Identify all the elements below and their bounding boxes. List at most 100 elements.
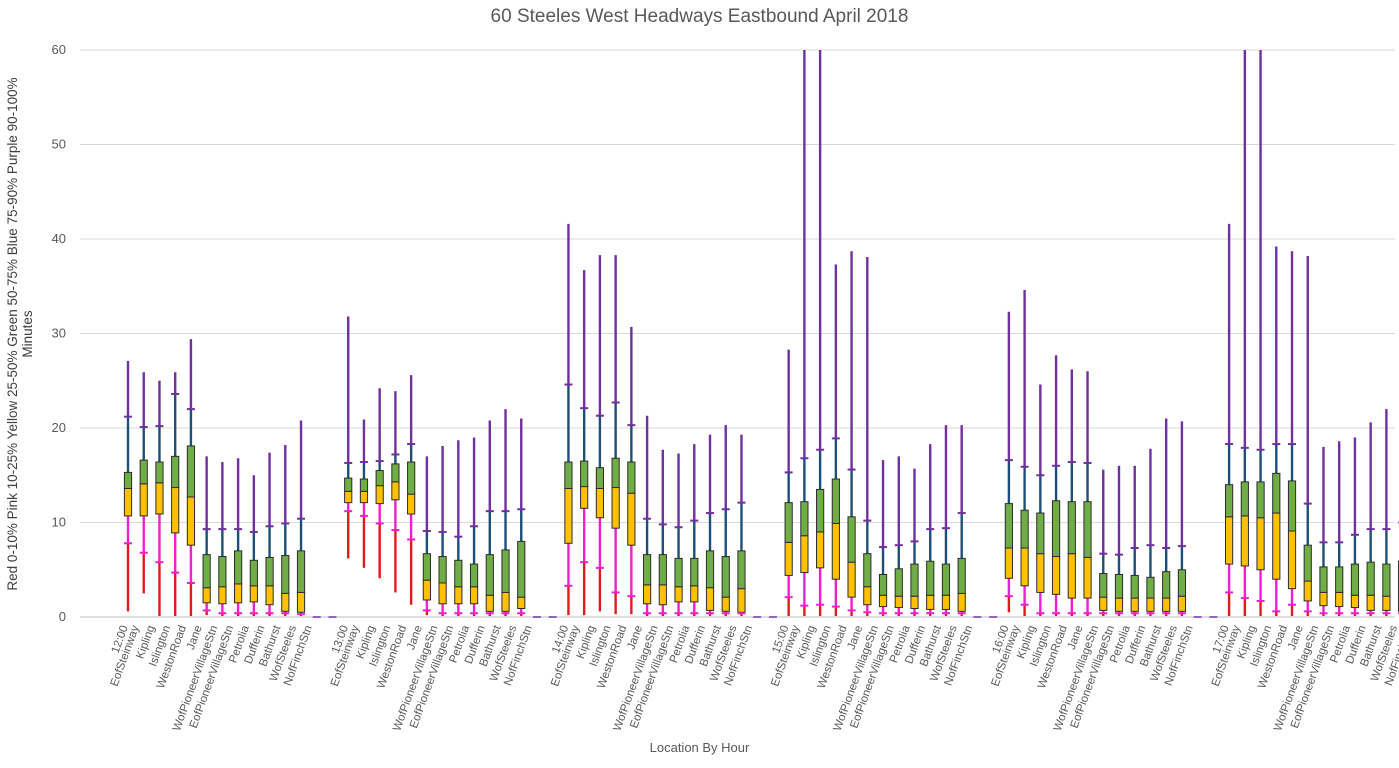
box-p25-p50 (438, 582, 447, 605)
y-tick-label: 0 (59, 609, 66, 624)
box-p50-p75 (1272, 472, 1281, 514)
box-p50-p75 (595, 467, 604, 489)
box-p25-p50 (202, 587, 211, 604)
box-p25-p50 (296, 591, 306, 613)
y-tick-label: 30 (52, 326, 66, 341)
box-p25-p50 (580, 486, 589, 509)
box-p50-p75 (281, 555, 290, 594)
box-p25-p50 (894, 595, 903, 609)
box-p50-p75 (1020, 509, 1029, 549)
box-p50-p75 (1036, 512, 1045, 555)
box-p25-p50 (878, 594, 888, 608)
box-p50-p75 (454, 559, 463, 588)
box-p25-p50 (1335, 591, 1344, 608)
box-p25-p50 (1051, 556, 1061, 595)
box-p50-p75 (407, 461, 416, 495)
y-tick-label: 40 (52, 231, 66, 246)
box-p50-p75 (1366, 561, 1375, 596)
box-p50-p75 (359, 478, 369, 492)
box-marks (123, 50, 1399, 618)
box-p50-p75 (721, 556, 730, 598)
box-p50-p75 (1240, 481, 1249, 517)
box-p50-p75 (1067, 501, 1076, 555)
box-p25-p50 (784, 541, 793, 576)
box-p50-p75 (1004, 503, 1013, 549)
box-p25-p50 (501, 591, 510, 612)
box-p50-p75 (1335, 566, 1344, 593)
box-p50-p75 (831, 478, 840, 524)
box-p50-p75 (375, 470, 384, 487)
box-p25-p50 (595, 487, 604, 519)
box-p25-p50 (1240, 515, 1249, 567)
box-p50-p75 (344, 477, 353, 492)
box-p50-p75 (564, 461, 573, 489)
box-p25-p50 (957, 592, 966, 612)
box-p50-p75 (296, 550, 306, 593)
box-p25-p50 (391, 481, 400, 501)
box-p50-p75 (863, 553, 872, 588)
box-p50-p75 (910, 563, 919, 597)
box-p50-p75 (1382, 563, 1391, 597)
box-p25-p50 (926, 594, 935, 610)
box-p25-p50 (422, 579, 431, 601)
box-p25-p50 (186, 496, 196, 546)
box-p50-p75 (1114, 573, 1124, 599)
box-p25-p50 (642, 584, 652, 605)
box-p25-p50 (1146, 597, 1155, 612)
box-p25-p50 (139, 483, 148, 517)
box-p25-p50 (1099, 596, 1108, 611)
box-p50-p75 (1319, 566, 1328, 593)
box-p25-p50 (249, 585, 258, 603)
box-p50-p75 (580, 460, 589, 488)
box-p50-p75 (517, 540, 526, 598)
box-p50-p75 (642, 554, 652, 586)
box-p50-p75 (894, 568, 903, 597)
box-p25-p50 (1067, 553, 1076, 599)
box-p50-p75 (878, 573, 888, 596)
box-p50-p75 (1099, 573, 1108, 598)
box-p50-p75 (611, 457, 620, 489)
box-p25-p50 (721, 596, 730, 612)
box-p25-p50 (171, 487, 180, 534)
box-p25-p50 (485, 594, 494, 612)
box-p50-p75 (485, 554, 494, 596)
box-p50-p75 (705, 550, 715, 589)
box-p50-p75 (1256, 481, 1265, 519)
box-p25-p50 (674, 586, 683, 603)
box-p50-p75 (171, 455, 180, 489)
y-tick-label: 20 (52, 420, 66, 435)
box-p25-p50 (454, 586, 463, 605)
box-p50-p75 (265, 556, 274, 587)
box-p25-p50 (564, 487, 573, 544)
box-p25-p50 (941, 594, 951, 610)
box-p50-p75 (847, 516, 856, 563)
box-p50-p75 (469, 563, 479, 588)
box-p25-p50 (1319, 591, 1328, 607)
box-p50-p75 (186, 445, 196, 498)
box-p25-p50 (281, 592, 290, 612)
box-p25-p50 (1287, 530, 1297, 590)
box-p25-p50 (1020, 547, 1029, 587)
box-p50-p75 (957, 557, 966, 594)
box-p25-p50 (234, 583, 243, 604)
box-p25-p50 (123, 487, 133, 517)
box-p25-p50 (375, 485, 384, 505)
box-p50-p75 (218, 556, 227, 588)
box-p25-p50 (863, 586, 872, 606)
box-p25-p50 (1225, 516, 1234, 565)
box-p50-p75 (1130, 574, 1139, 599)
box-p25-p50 (1382, 595, 1391, 611)
box-p25-p50 (359, 490, 369, 504)
box-p50-p75 (234, 550, 243, 585)
box-p25-p50 (1366, 594, 1375, 611)
box-p25-p50 (705, 587, 715, 611)
box-p25-p50 (690, 585, 699, 603)
box-p25-p50 (155, 482, 164, 515)
box-p50-p75 (1162, 571, 1171, 599)
box-p25-p50 (816, 531, 825, 569)
box-p50-p75 (1303, 544, 1312, 582)
box-p25-p50 (1303, 580, 1312, 602)
box-p50-p75 (155, 461, 164, 484)
box-p50-p75 (139, 459, 148, 485)
box-p25-p50 (627, 492, 636, 546)
